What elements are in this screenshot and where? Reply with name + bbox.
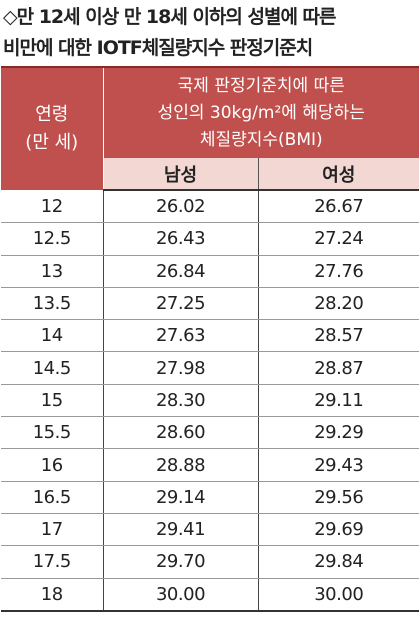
header-text: 체질량지수(BMI) <box>199 129 323 150</box>
table-row: 12.5 26.43 27.24 <box>1 222 419 256</box>
male-bmi-cell: 28.30 <box>103 384 259 418</box>
male-bmi-cell: 28.60 <box>103 416 259 450</box>
header-text: 성인의 30kg/m²에 해당하는 <box>157 102 365 123</box>
table-row: 16 28.88 29.43 <box>1 448 419 482</box>
header-text: 국제 판정기준치에 따른 <box>177 75 345 96</box>
title-line: 비만에 대한 IOTF체질량지수 판정기준치 <box>3 37 313 59</box>
age-cell: 13 <box>1 255 104 288</box>
table-row: 18 30.00 30.00 <box>1 578 419 612</box>
female-bmi-cell: 29.69 <box>258 513 419 547</box>
table-row: 14.5 27.98 28.87 <box>1 351 419 385</box>
age-cell: 13.5 <box>1 287 104 321</box>
female-bmi-cell: 27.76 <box>258 255 419 288</box>
table-row: 13 26.84 27.76 <box>1 255 419 288</box>
female-bmi-cell: 28.87 <box>258 351 419 385</box>
title-line: ◇만 12세 이상 만 18세 이하의 성별에 따른 <box>3 6 337 28</box>
age-cell: 14 <box>1 319 104 353</box>
header-text: 연령 <box>35 104 69 125</box>
table-row: 16.5 29.14 29.56 <box>1 481 419 514</box>
female-bmi-cell: 28.57 <box>258 319 419 353</box>
age-cell: 16 <box>1 448 104 482</box>
table-row: 15.5 28.60 29.29 <box>1 416 419 450</box>
title: ◇만 12세 이상 만 18세 이하의 성별에 따른 비만에 대한 IOTF체질… <box>0 0 420 66</box>
male-bmi-cell: 26.02 <box>103 190 259 224</box>
age-cell: 12 <box>1 190 104 224</box>
female-bmi-cell: 29.56 <box>258 481 419 514</box>
table-row: 15 28.30 29.11 <box>1 384 419 418</box>
male-header: 남성 <box>103 158 259 191</box>
male-bmi-cell: 26.84 <box>103 255 259 288</box>
female-header: 여성 <box>258 158 419 191</box>
male-bmi-cell: 29.14 <box>103 481 259 514</box>
age-cell: 17.5 <box>1 545 104 579</box>
female-bmi-cell: 27.24 <box>258 222 419 256</box>
age-cell: 16.5 <box>1 481 104 514</box>
criteria-header: 국제 판정기준치에 따른 성인의 30kg/m²에 해당하는 체질량지수(BMI… <box>103 66 419 158</box>
age-cell: 14.5 <box>1 351 104 385</box>
table-body: 12 26.02 26.67 12.5 26.43 27.24 13 26.84 27.76 13… <box>1 190 419 612</box>
table-row: 13.5 27.25 28.20 <box>1 287 419 321</box>
age-cell: 15.5 <box>1 416 104 450</box>
female-bmi-cell: 29.29 <box>258 416 419 450</box>
female-bmi-cell: 30.00 <box>258 578 419 612</box>
table-row: 17 29.41 29.69 <box>1 513 419 547</box>
female-bmi-cell: 29.43 <box>258 448 419 482</box>
male-bmi-cell: 27.25 <box>103 287 259 321</box>
male-bmi-cell: 27.98 <box>103 351 259 385</box>
age-cell: 18 <box>1 578 104 612</box>
male-bmi-cell: 29.70 <box>103 545 259 579</box>
table: 연령 (만 세) 국제 판정기준치에 따른 성인의 30kg/m²에 해당하는 … <box>1 66 419 612</box>
female-bmi-cell: 28.20 <box>258 287 419 321</box>
age-cell: 17 <box>1 513 104 547</box>
age-cell: 15 <box>1 384 104 418</box>
table-row: 14 27.63 28.57 <box>1 319 419 353</box>
age-cell: 12.5 <box>1 222 104 256</box>
header-text: (만 세) <box>25 132 79 153</box>
male-bmi-cell: 30.00 <box>103 578 259 612</box>
female-bmi-cell: 29.11 <box>258 384 419 418</box>
table-row: 17.5 29.70 29.84 <box>1 545 419 579</box>
male-bmi-cell: 28.88 <box>103 448 259 482</box>
male-bmi-cell: 27.63 <box>103 319 259 353</box>
male-bmi-cell: 29.41 <box>103 513 259 547</box>
table-row: 12 26.02 26.67 <box>1 190 419 224</box>
male-bmi-cell: 26.43 <box>103 222 259 256</box>
age-header: 연령 (만 세) <box>1 66 104 190</box>
female-bmi-cell: 26.67 <box>258 190 419 224</box>
female-bmi-cell: 29.84 <box>258 545 419 579</box>
